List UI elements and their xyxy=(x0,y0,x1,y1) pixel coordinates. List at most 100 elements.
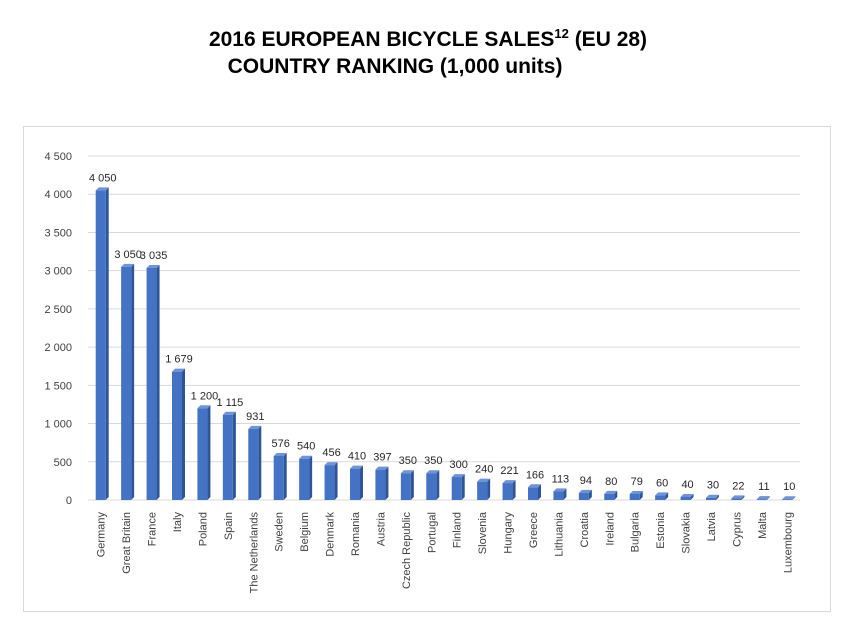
data-label: 240 xyxy=(475,464,493,476)
bar-front xyxy=(273,455,284,500)
bar-side xyxy=(614,490,618,500)
bar-top xyxy=(502,480,516,484)
x-category-label: Hungary xyxy=(503,512,515,554)
y-tick-label: 0 xyxy=(66,495,72,507)
bar-side xyxy=(283,452,287,500)
bar-front xyxy=(629,493,640,500)
x-category-label: Malta xyxy=(757,511,769,539)
data-label: 1 115 xyxy=(216,397,243,409)
data-label: 3 035 xyxy=(140,250,168,262)
bar-front xyxy=(197,408,208,500)
data-label: 80 xyxy=(605,476,617,488)
data-label: 30 xyxy=(707,480,719,492)
bar-front xyxy=(553,491,564,500)
bar xyxy=(528,484,541,500)
bar-top xyxy=(680,493,694,497)
x-category-label: Slovakia xyxy=(681,511,693,553)
bar-front xyxy=(680,496,691,500)
x-category-label: Lithuania xyxy=(553,511,565,557)
x-category-label: Latvia xyxy=(706,511,718,541)
bar-side xyxy=(690,493,694,500)
x-category-label: Estonia xyxy=(655,511,667,549)
bar xyxy=(502,480,516,500)
x-category-label: Great Britain xyxy=(121,512,133,574)
bar-side xyxy=(563,488,567,500)
y-tick-label: 2 000 xyxy=(44,342,72,354)
bar-side xyxy=(741,495,745,500)
y-tick-label: 4 500 xyxy=(44,151,72,163)
bar-front xyxy=(731,498,742,500)
x-category-label: Austria xyxy=(375,511,387,546)
bar-side xyxy=(461,474,465,500)
bar-top xyxy=(400,470,414,474)
bar-top xyxy=(324,462,338,466)
bar-top xyxy=(197,405,211,409)
bar xyxy=(578,489,592,500)
bar-front xyxy=(426,473,437,500)
bar-front xyxy=(782,499,793,500)
bar-side xyxy=(487,478,491,500)
data-label: 1 679 xyxy=(165,354,193,366)
bars xyxy=(95,187,796,500)
bar-top xyxy=(95,187,109,191)
data-label: 221 xyxy=(500,465,518,477)
x-category-label: Sweden xyxy=(274,512,286,552)
chart-title-superscript: 12 xyxy=(554,26,569,41)
y-tick-label: 2 500 xyxy=(44,304,72,316)
bar-top xyxy=(629,490,643,494)
bar xyxy=(350,465,363,500)
bar-side xyxy=(792,496,796,500)
bar-side xyxy=(207,405,211,500)
bar xyxy=(95,187,109,500)
x-category-label: Poland xyxy=(197,512,209,546)
x-category-label: Italy xyxy=(172,512,184,533)
bar-side xyxy=(182,368,185,500)
gridlines xyxy=(88,155,800,501)
data-label: 397 xyxy=(373,452,391,464)
bar-top xyxy=(756,496,770,500)
bar-top xyxy=(706,494,719,498)
bar-front xyxy=(248,428,259,500)
bar xyxy=(375,466,389,500)
bar-side xyxy=(131,263,135,500)
bar xyxy=(706,494,719,500)
bar-side xyxy=(665,492,669,500)
y-tick-label: 1 000 xyxy=(44,419,72,431)
x-category-label: Bulgaria xyxy=(630,511,642,552)
data-label: 576 xyxy=(272,438,290,450)
bar-top xyxy=(655,492,669,496)
bar-top xyxy=(248,425,262,429)
chart-title-main: 2016 EUROPEAN BICYCLE SALES xyxy=(208,28,555,51)
bar-front xyxy=(756,499,767,500)
data-label: 79 xyxy=(631,476,643,488)
bar xyxy=(400,470,414,500)
bar-front xyxy=(146,267,157,500)
chart-frame xyxy=(23,126,831,612)
bar-side xyxy=(538,484,541,500)
bar-top xyxy=(121,263,135,267)
bar-top xyxy=(731,495,745,499)
bar xyxy=(121,263,135,500)
bar xyxy=(324,462,338,500)
data-label: 300 xyxy=(450,459,468,471)
data-label: 1 200 xyxy=(191,390,219,402)
y-tick-label: 4 000 xyxy=(44,189,72,201)
y-tick-label: 500 xyxy=(54,457,72,469)
data-label: 40 xyxy=(681,479,693,491)
x-category-label: Portugal xyxy=(426,512,438,553)
bar xyxy=(680,493,694,500)
bar xyxy=(782,496,796,500)
bar xyxy=(731,495,745,500)
bar xyxy=(222,411,236,500)
bar-front xyxy=(95,190,106,500)
data-label: 4 050 xyxy=(89,172,117,184)
chart-title-line2: COUNTRY RANKING (1,000 units) xyxy=(227,55,563,78)
x-category-label: Cyprus xyxy=(731,512,743,547)
x-category-label: Czech Republic xyxy=(401,512,413,590)
x-category-label: Belgium xyxy=(299,512,311,552)
x-category-label: Ireland xyxy=(604,512,616,546)
data-label: 22 xyxy=(732,480,744,492)
bar xyxy=(299,455,313,500)
bar-side xyxy=(436,470,440,500)
